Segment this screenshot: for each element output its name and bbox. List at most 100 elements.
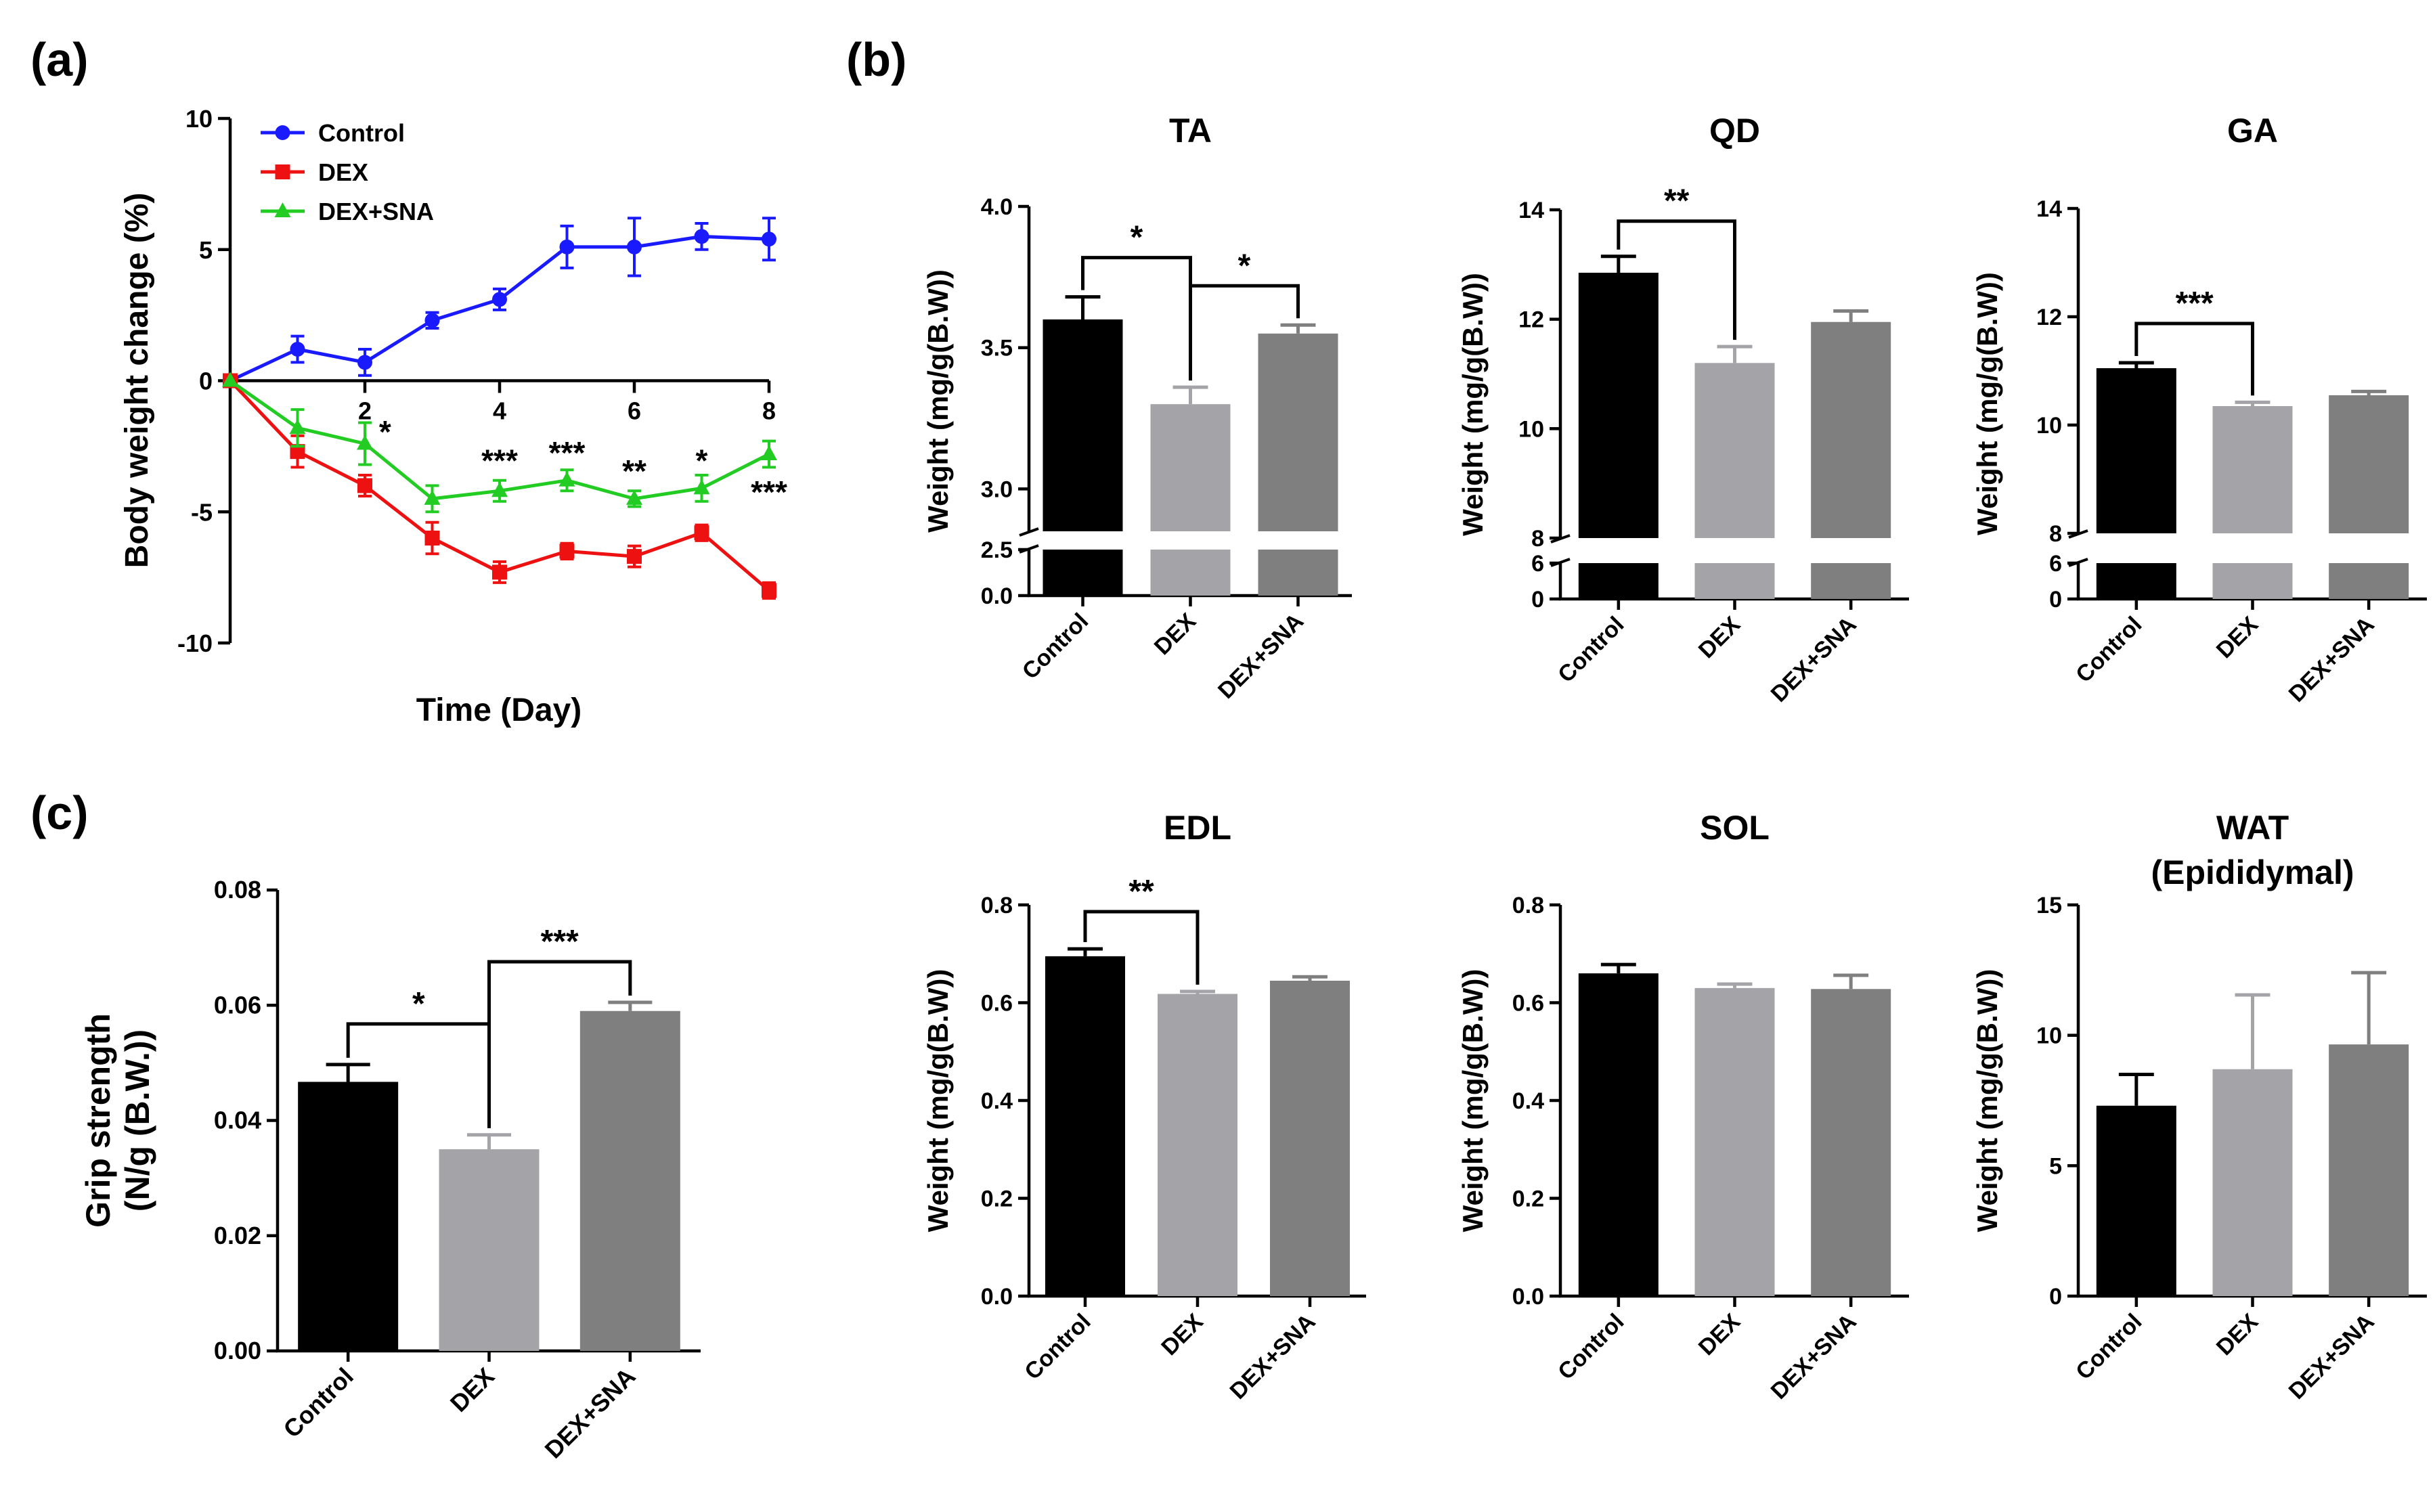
bar-y-tick-label: 5: [2049, 1153, 2062, 1179]
significance-mark: **: [1128, 874, 1154, 910]
bar-dex: [2212, 406, 2293, 533]
a-significance-mark: ***: [549, 435, 586, 470]
a-significance-mark: *: [696, 443, 708, 479]
a-point: [558, 471, 575, 487]
bar-lower-dex: [1694, 563, 1775, 599]
bar-lower-control: [1043, 550, 1123, 596]
bar-y-tick-label: 0.08: [214, 876, 261, 904]
chart-title-edl: EDL: [1164, 809, 1231, 847]
chart-subtitle: (Epididymal): [2151, 853, 2354, 891]
axis-break-mark: [1550, 534, 1571, 567]
a-point: [492, 292, 507, 307]
bar-dex: [439, 1149, 540, 1351]
a-point: [559, 543, 575, 559]
a-y-tick-label: 10: [185, 105, 213, 133]
bar-y-tick-label: 0.2: [981, 1186, 1013, 1212]
bar-dex: [1694, 987, 1775, 1296]
bar-y-tick-label: 0.00: [214, 1337, 261, 1364]
significance-mark: *: [1238, 248, 1251, 284]
bar-dex+sna: [579, 1010, 680, 1351]
a-point: [559, 239, 575, 254]
a-x-label: Time (Day): [416, 692, 582, 728]
bar-y-label: Weight (mg/g(B.W)): [1457, 969, 1489, 1232]
a-point: [289, 419, 306, 435]
bar-category-label: DEX: [1694, 1309, 1746, 1361]
a-point: [357, 355, 372, 370]
bar-y-label: Weight (mg/g(B.W)): [1457, 273, 1489, 536]
significance-bracket: [2134, 321, 2254, 396]
a-x-tick-label: 2: [358, 397, 372, 425]
bar-y-tick-label: 0.02: [214, 1222, 261, 1249]
bar-dex: [2212, 1069, 2293, 1296]
a-point: [693, 479, 710, 495]
bar-y-tick-label: 3.5: [981, 336, 1013, 361]
a-point: [627, 239, 642, 254]
bar-category-label: DEX+SNA: [1766, 612, 1862, 707]
panel-label-c: (c): [30, 786, 89, 839]
a-point: [694, 525, 709, 541]
a-y-label: Body weight change (%): [119, 193, 155, 569]
bar-y-tick-label: 14: [1518, 198, 1544, 223]
a-point: [626, 489, 642, 505]
bar-y-tick-label: 6: [1531, 551, 1544, 577]
panel-label-a: (a): [30, 33, 89, 86]
bar-y-tick-label: 0.4: [981, 1088, 1013, 1114]
a-y-tick-label: 0: [199, 368, 213, 395]
bar-y-tick-label: 12: [1518, 307, 1544, 333]
bar-lower-dex+sna: [2329, 563, 2409, 599]
bar-y-tick-label: 0.6: [1512, 991, 1544, 1017]
bar-category-label: DEX+SNA: [1213, 608, 1309, 704]
bar-dex+sna: [2329, 1044, 2409, 1296]
significance-bracket: [487, 960, 632, 1128]
a-point: [761, 445, 777, 460]
bar-y-tick-label: 0.2: [1512, 1186, 1544, 1212]
bar-control: [2096, 1105, 2176, 1296]
bar-control: [1043, 319, 1123, 531]
bar-y-tick-label: 0.0: [981, 1284, 1013, 1310]
bar-dex+sna: [2329, 395, 2409, 533]
a-point: [492, 564, 507, 580]
legend-label: DEX: [318, 158, 368, 186]
bar-y-tick-label: 0.4: [1512, 1088, 1544, 1114]
bar-y-label-2: (N/g (B.W.)): [118, 1029, 156, 1211]
a-point: [424, 313, 440, 328]
a-y-tick-label: 5: [199, 236, 213, 264]
a-significance-mark: ***: [481, 443, 518, 479]
bar-category-label: Control: [1553, 612, 1629, 688]
bar-category-label: DEX: [2212, 1309, 2264, 1361]
a-point: [762, 583, 776, 598]
bar-category-label: DEX: [1149, 608, 1202, 661]
a-significance-mark: ***: [751, 474, 787, 510]
bar-y-tick-label: 0: [1531, 587, 1544, 613]
significance-mark: *: [412, 986, 425, 1022]
bar-category-label: DEX+SNA: [1225, 1309, 1321, 1404]
a-point: [694, 229, 709, 244]
a-point: [424, 531, 440, 546]
a-x-tick-label: 4: [493, 397, 506, 425]
bar-y-tick-label: 3.0: [981, 476, 1013, 502]
bar-y-tick-label: 0.6: [981, 991, 1013, 1017]
bar-y-tick-label: 8: [2049, 521, 2062, 547]
bar-y-tick-label: 14: [2036, 196, 2062, 222]
bar-category-label: Control: [278, 1362, 358, 1443]
chart-title-ta: TA: [1169, 112, 1212, 150]
bar-dex: [1694, 363, 1775, 538]
bar-y-label: Grip strength: [79, 1013, 117, 1228]
a-point: [290, 444, 305, 460]
bar-y-tick-label: 0: [2049, 587, 2062, 613]
bar-category-label: DEX: [1156, 1309, 1208, 1361]
bar-y-tick-label: 0.8: [981, 893, 1013, 918]
chart-title-ga: GA: [2227, 112, 2278, 150]
bar-y-label: Weight (mg/g(B.W)): [1971, 969, 2003, 1232]
bar-y-tick-label: 10: [1518, 416, 1544, 442]
bar-y-tick-label: 8: [1531, 526, 1544, 552]
bar-category-label: DEX+SNA: [540, 1362, 641, 1464]
significance-mark: *: [1131, 220, 1143, 256]
a-y-tick-label: -10: [177, 629, 213, 657]
bar-dex+sna: [1811, 321, 1891, 538]
bar-y-tick-label: 10: [2036, 1023, 2062, 1049]
bar-category-label: DEX: [445, 1362, 500, 1417]
a-point: [627, 549, 642, 564]
bar-y-tick-label: 2.5: [981, 537, 1013, 563]
a-point: [357, 435, 373, 450]
